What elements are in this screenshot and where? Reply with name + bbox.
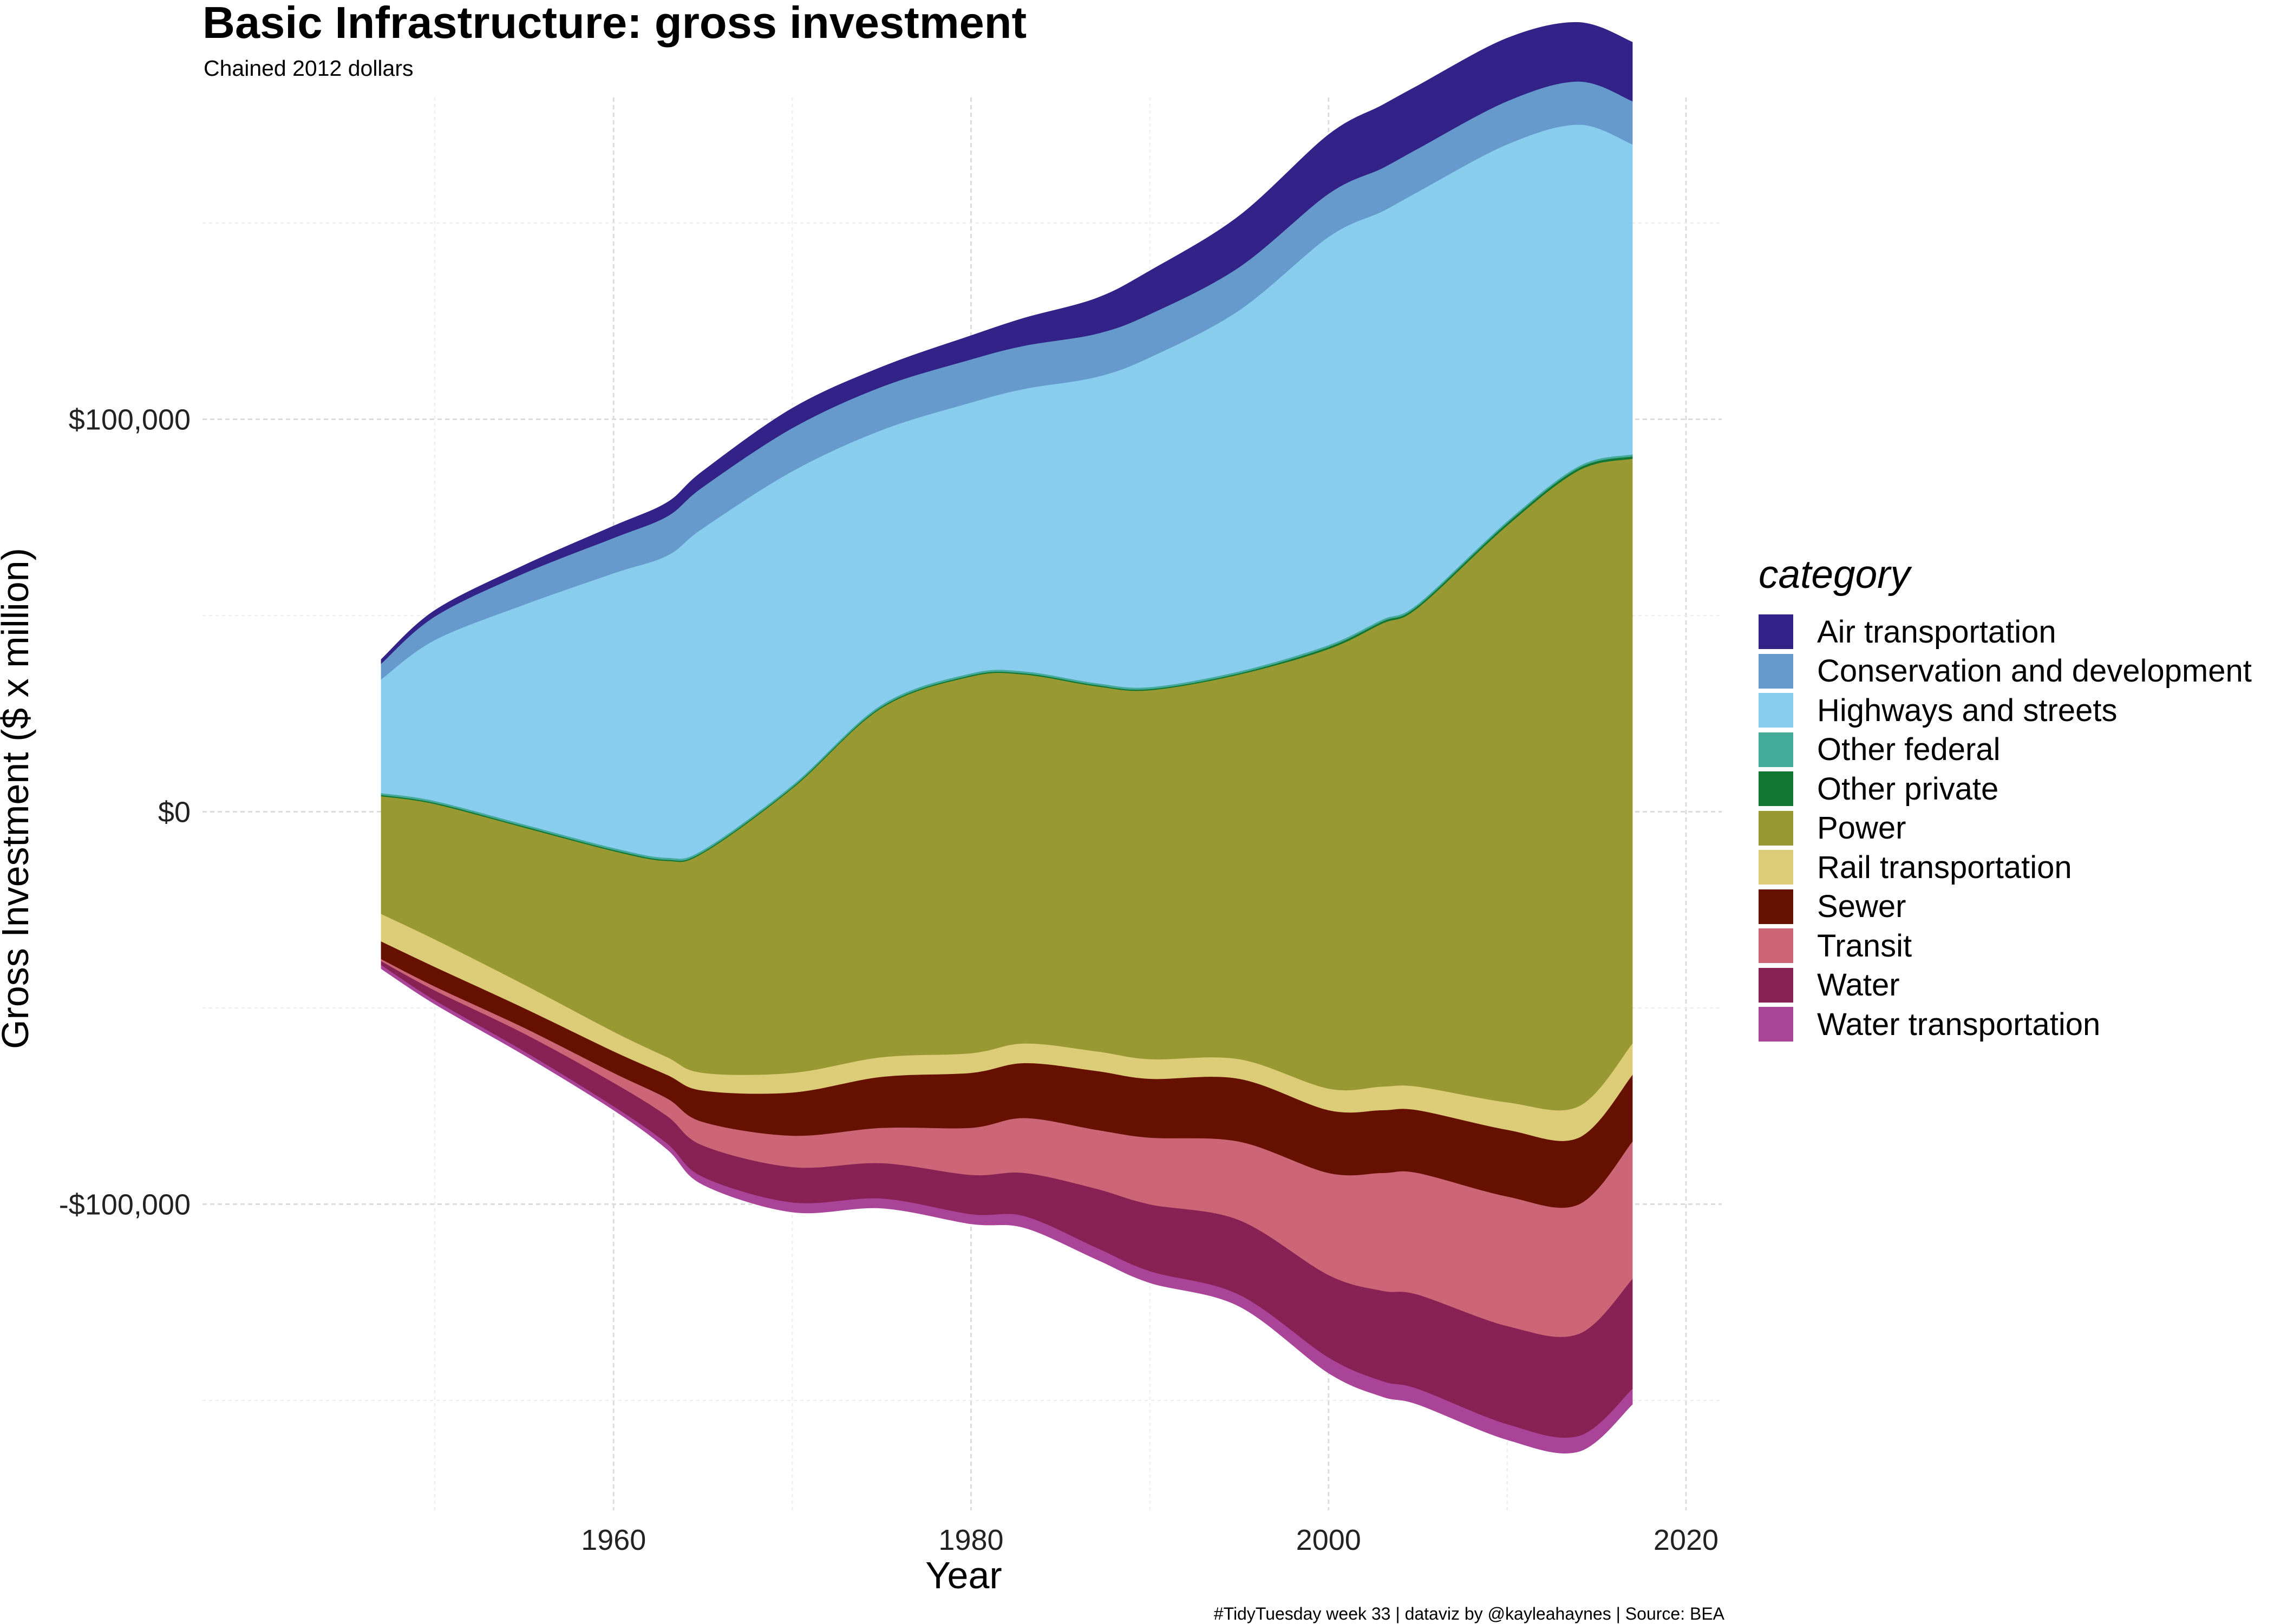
legend-item-rail-transportation: Rail transportation bbox=[1759, 848, 2252, 887]
caption: #TidyTuesday week 33 | dataviz by @kayle… bbox=[1213, 1604, 1724, 1623]
legend-swatch bbox=[1759, 614, 1793, 650]
legend-items: Air transportation Conservation and devel… bbox=[1759, 612, 2252, 1044]
stream-areas bbox=[381, 22, 1633, 1453]
legend-label: Water transportation bbox=[1817, 1006, 2101, 1042]
legend-swatch bbox=[1759, 850, 1793, 885]
x-axis-label: Year bbox=[925, 1554, 1002, 1596]
legend-label: Transit bbox=[1817, 928, 1912, 964]
y-tick-label: $100,000 bbox=[69, 404, 191, 436]
legend-item-other-private: Other private bbox=[1759, 769, 2252, 809]
legend-item-other-federal: Other federal bbox=[1759, 730, 2252, 770]
legend-item-highways-and-streets: Highways and streets bbox=[1759, 691, 2252, 730]
legend-label: Conservation and development bbox=[1817, 653, 2252, 689]
legend-item-air-transportation: Air transportation bbox=[1759, 612, 2252, 652]
chart-title: Basic Infrastructure: gross investment bbox=[202, 0, 1027, 48]
legend-item-water-transportation: Water transportation bbox=[1759, 1005, 2252, 1044]
legend-swatch bbox=[1759, 928, 1793, 964]
legend-swatch bbox=[1759, 653, 1793, 689]
legend-label: Rail transportation bbox=[1817, 849, 2072, 885]
legend-item-transit: Transit bbox=[1759, 926, 2252, 966]
legend-item-water: Water bbox=[1759, 966, 2252, 1005]
legend-label: Air transportation bbox=[1817, 614, 2056, 650]
x-tick-label: 1960 bbox=[581, 1524, 646, 1556]
legend-swatch bbox=[1759, 967, 1793, 1003]
legend-swatch bbox=[1759, 732, 1793, 767]
x-tick-label: 2000 bbox=[1296, 1524, 1361, 1556]
legend-label: Water bbox=[1817, 967, 1900, 1003]
legend-label: Other federal bbox=[1817, 732, 2001, 768]
y-axis-label: Gross Investment ($ x million) bbox=[0, 548, 36, 1049]
legend-label: Highways and streets bbox=[1817, 692, 2118, 728]
legend-label: Power bbox=[1817, 810, 1906, 846]
legend-item-sewer: Sewer bbox=[1759, 887, 2252, 927]
legend-swatch bbox=[1759, 889, 1793, 924]
chart-subtitle: Chained 2012 dollars bbox=[204, 56, 414, 81]
y-tick-label: $0 bbox=[158, 796, 191, 829]
legend-item-power: Power bbox=[1759, 809, 2252, 848]
legend-item-conservation-and-development: Conservation and development bbox=[1759, 652, 2252, 691]
legend-label: Other private bbox=[1817, 771, 1999, 807]
x-tick-label: 2020 bbox=[1654, 1524, 1718, 1556]
axes: 1960 1980 2000 2020 $100,000 $0 -$100,000 bbox=[59, 404, 1718, 1557]
stream-air-transportation bbox=[381, 22, 1633, 664]
legend-swatch bbox=[1759, 693, 1793, 728]
y-tick-label: -$100,000 bbox=[59, 1189, 191, 1221]
legend: category Air transportation Conservation … bbox=[1759, 552, 2252, 1044]
legend-swatch bbox=[1759, 810, 1793, 846]
x-tick-label: 1980 bbox=[938, 1524, 1003, 1556]
legend-title: category bbox=[1759, 553, 1910, 597]
legend-swatch bbox=[1759, 771, 1793, 807]
legend-swatch bbox=[1759, 1007, 1793, 1042]
legend-label: Sewer bbox=[1817, 889, 1906, 925]
